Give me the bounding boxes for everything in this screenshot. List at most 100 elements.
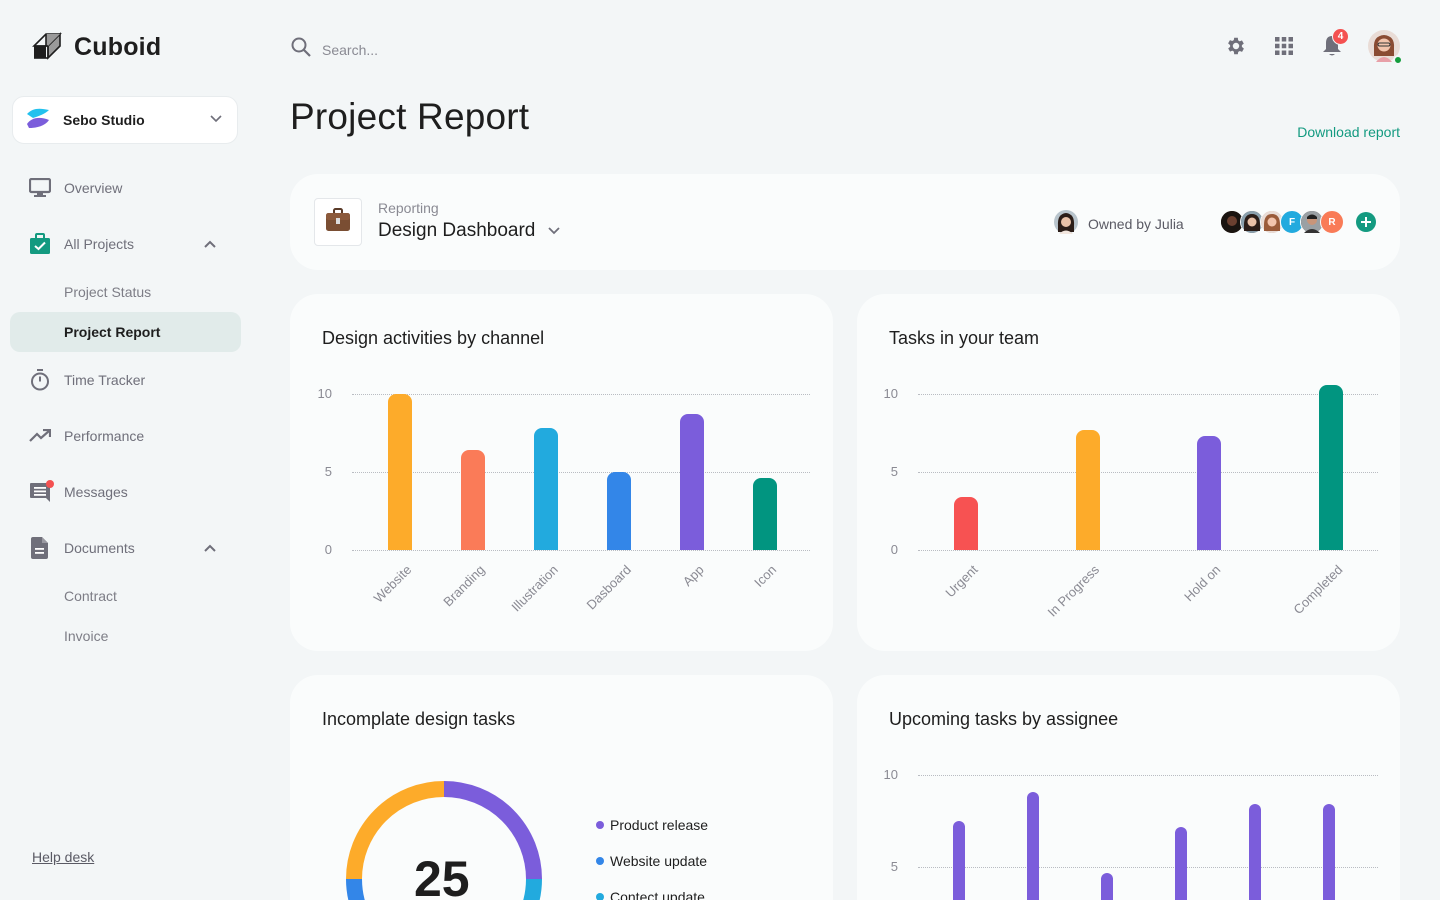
y-tick-label: 5: [890, 464, 898, 479]
search-bar: [290, 36, 522, 63]
dashboard-name: Design Dashboard: [378, 220, 536, 241]
legend-label: Website update: [610, 853, 708, 869]
message-icon: [28, 480, 54, 504]
gridline: [918, 775, 1378, 776]
notification-dot: [46, 480, 54, 488]
card-title: Tasks in your team: [889, 328, 1040, 348]
user-avatar[interactable]: [1368, 30, 1403, 65]
search-icon: [290, 36, 312, 63]
bar-item-5[interactable]: [1249, 804, 1261, 900]
legend-dot: [596, 893, 604, 900]
bar-item-4[interactable]: [1175, 826, 1187, 900]
bar-item-6[interactable]: [1323, 804, 1335, 900]
sidebar-item-time-tracker[interactable]: Time Tracker: [28, 366, 228, 394]
sidebar-item-documents[interactable]: Documents: [28, 534, 228, 562]
owner-label: Owned by Julia: [1088, 215, 1184, 232]
plot-area: [918, 775, 1378, 900]
tasks-team-chart: 10 5 0 Urgent In Progress Hold on Completed: [884, 384, 1378, 620]
bar-item-2[interactable]: [1027, 791, 1039, 900]
report-header-card: Reporting Design Dashboard Owned by Juli…: [290, 174, 1400, 270]
report-icon-box: [314, 198, 362, 246]
chevron-up-icon[interactable]: [202, 540, 218, 556]
card-title: Design activities by channel: [322, 328, 545, 348]
sidebar-subitem-invoice[interactable]: Invoice: [64, 628, 109, 644]
legend-item: Website update: [596, 852, 708, 870]
donut-legend: Product release Website update Contect upd…: [596, 816, 708, 900]
bar-item-3[interactable]: [1101, 872, 1113, 900]
y-tick-label: 5: [324, 464, 332, 479]
upcoming-tasks-chart: 10 5: [884, 767, 1378, 900]
download-report-link[interactable]: Download report: [1297, 124, 1400, 140]
chevron-up-icon[interactable]: [202, 236, 218, 252]
owner-avatar[interactable]: [1054, 210, 1078, 237]
plot-area: [918, 384, 1378, 550]
donut-segment[interactable]: [346, 781, 445, 880]
card-title: Incomplate design tasks: [322, 709, 516, 729]
sidebar-subitem-contract[interactable]: Contract: [64, 588, 117, 604]
y-tick-label: 0: [890, 542, 898, 557]
plot-area: [352, 394, 810, 550]
bar-icon[interactable]: [753, 478, 777, 550]
sidebar-subitem-project-status[interactable]: Project Status: [64, 284, 152, 300]
bar-in-progress[interactable]: [1075, 429, 1100, 550]
legend-label: Product release: [610, 817, 709, 833]
legend-item: Contect update: [596, 888, 708, 900]
bar-illustration[interactable]: [534, 428, 558, 550]
workspace-switcher[interactable]: Sebo Studio: [12, 96, 238, 144]
bar-item-1[interactable]: [953, 821, 965, 900]
donut-center-value: 25: [414, 851, 470, 900]
report-category: Reporting: [378, 200, 439, 216]
sidebar: Cuboid Sebo Studio Overview All Projects…: [0, 0, 260, 900]
sidebar-subitem-project-report[interactable]: [10, 312, 241, 352]
gridline: [352, 472, 810, 473]
team-avatar[interactable]: [1220, 210, 1244, 234]
chevron-down-icon: [209, 111, 223, 130]
bar-urgent[interactable]: [954, 496, 978, 550]
sidebar-item-label: Time Tracker: [64, 372, 146, 388]
help-desk-link[interactable]: Help desk: [32, 849, 95, 865]
team-avatar[interactable]: [1260, 210, 1284, 234]
briefcase-icon: [325, 207, 351, 237]
incomplete-tasks-card: Incomplate design tasks: [290, 675, 833, 900]
bar-completed[interactable]: [1318, 384, 1343, 550]
apps-grid-icon[interactable]: [1272, 34, 1296, 58]
sidebar-item-performance[interactable]: Performance: [28, 422, 228, 450]
gear-icon[interactable]: [1224, 34, 1248, 58]
chevron-down-icon: [547, 220, 561, 242]
bar-dasboard[interactable]: [607, 472, 631, 550]
bell-icon[interactable]: 4: [1320, 28, 1349, 58]
gridline: [352, 550, 810, 551]
donut-segment[interactable]: [443, 781, 542, 880]
document-icon: [28, 536, 52, 560]
add-member-button[interactable]: [1356, 212, 1376, 232]
sidebar-item-messages[interactable]: Messages: [28, 478, 228, 506]
bar-hold-on[interactable]: [1197, 436, 1221, 550]
bar-app[interactable]: [680, 414, 704, 550]
bar-branding[interactable]: [461, 450, 485, 550]
donut-segment[interactable]: [444, 878, 542, 900]
y-tick-label: 5: [890, 859, 898, 874]
logo[interactable]: Cuboid: [32, 30, 161, 65]
owner-info: Owned by Julia: [1054, 210, 1184, 237]
trending-up-icon: [28, 424, 52, 448]
y-tick-label: 10: [317, 386, 332, 401]
donut-chart: [345, 780, 543, 900]
app-name: Cuboid: [74, 33, 162, 61]
workspace-logo-icon: [25, 106, 51, 135]
bar-website[interactable]: [388, 394, 412, 550]
sidebar-item-all-projects[interactable]: All Projects: [28, 230, 228, 258]
donut-segment[interactable]: [346, 878, 444, 900]
dashboard-selector[interactable]: Design Dashboard: [378, 220, 561, 242]
briefcase-check-icon: [28, 232, 52, 256]
cuboid-logo-icon: [32, 30, 62, 65]
search-input[interactable]: [322, 41, 522, 58]
sidebar-item-overview[interactable]: Overview: [28, 174, 228, 202]
team-avatars: F R: [1220, 210, 1376, 234]
sidebar-subitem-label-active[interactable]: Project Report: [64, 324, 161, 340]
legend-dot: [596, 857, 604, 865]
gridline: [918, 550, 1378, 551]
sidebar-item-label: Documents: [64, 540, 135, 556]
gridline: [918, 394, 1378, 395]
team-avatar-r[interactable]: R: [1320, 210, 1344, 234]
workspace-name: Sebo Studio: [63, 112, 145, 128]
